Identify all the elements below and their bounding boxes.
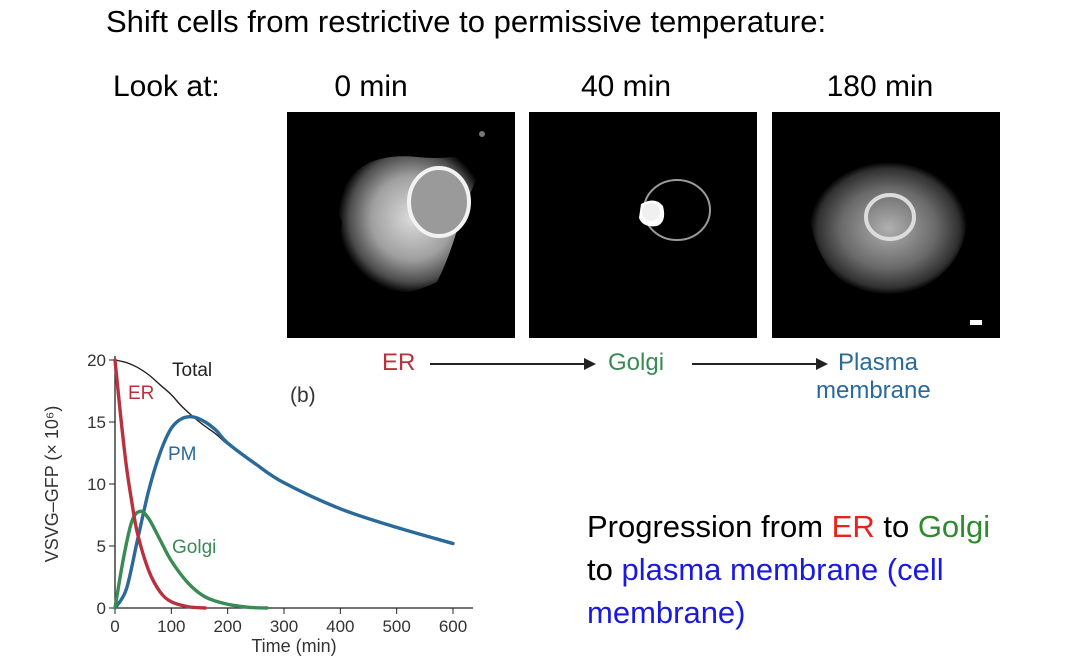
series-label-golgi: Golgi: [172, 537, 216, 558]
series-line-golgi: [113, 509, 269, 610]
time-label-0min: 0 min: [334, 70, 408, 103]
trafficking-flow: ER Golgi Plasma membrane: [300, 345, 1040, 415]
y-tick-label: 0: [97, 599, 106, 618]
x-tick-label: 0: [110, 617, 119, 636]
chart-axes: 0 100 200 300 400 500 600 0 5 10 15 20 Time (min) VSV…: [42, 351, 473, 656]
series-label-pm: PM: [168, 444, 197, 465]
micrograph-180min: [772, 112, 1000, 338]
y-axis-label: VSVG–GFP (× 10⁶): [42, 406, 62, 563]
summary-golgi: Golgi: [917, 509, 991, 544]
x-tick-label: 600: [439, 617, 467, 636]
x-axis-label: Time (min): [251, 636, 336, 656]
arrow-er-golgi-icon: [430, 358, 596, 370]
summary-text: Progression from ER to Golgi to plasma m…: [587, 505, 1067, 634]
y-tick-label: 20: [87, 351, 106, 370]
series-line-er: [113, 358, 207, 610]
summary-mid1: to: [874, 509, 918, 544]
series-label-er: ER: [128, 383, 154, 404]
flow-er-label: ER: [382, 349, 416, 376]
y-tick-label: 15: [87, 413, 106, 432]
x-tick-label: 200: [213, 617, 241, 636]
x-tick-label: 500: [382, 617, 410, 636]
chart-series: Total PM Golgi ER: [113, 358, 455, 610]
summary-er: ER: [831, 509, 875, 544]
x-tick-label: 400: [326, 617, 354, 636]
series-label-total: Total: [172, 360, 212, 381]
series-line-total: [114, 359, 454, 545]
series-line-pm: [113, 414, 455, 610]
look-at-label: Look at:: [113, 70, 220, 103]
y-tick-label: 5: [97, 537, 106, 556]
panel-label: (b): [290, 384, 316, 407]
slide-title: Shift cells from restrictive to permissi…: [106, 4, 827, 39]
summary-mid2: to: [587, 552, 622, 587]
x-tick-label: 100: [157, 617, 185, 636]
y-tick-label: 10: [87, 475, 106, 494]
time-label-180min: 180 min: [826, 70, 934, 103]
flow-golgi-label: Golgi: [608, 349, 665, 376]
time-label-40min: 40 min: [580, 70, 672, 103]
micrograph-40min: [529, 112, 757, 338]
summary-pm: plasma membrane (cell membrane): [587, 552, 944, 630]
chart-annotations: (b): [290, 384, 316, 407]
micrograph-0min: [287, 112, 515, 338]
x-tick-label: 300: [270, 617, 298, 636]
summary-prefix: Progression from: [587, 509, 832, 544]
arrow-golgi-pm-icon: [692, 358, 828, 370]
flow-pm-label-line2: membrane: [816, 377, 931, 404]
flow-pm-label-line1: Plasma: [838, 349, 919, 376]
vsvg-gfp-chart: 0 100 200 300 400 500 600 0 5 10 15 20 Time (min) VSV…: [42, 351, 473, 656]
